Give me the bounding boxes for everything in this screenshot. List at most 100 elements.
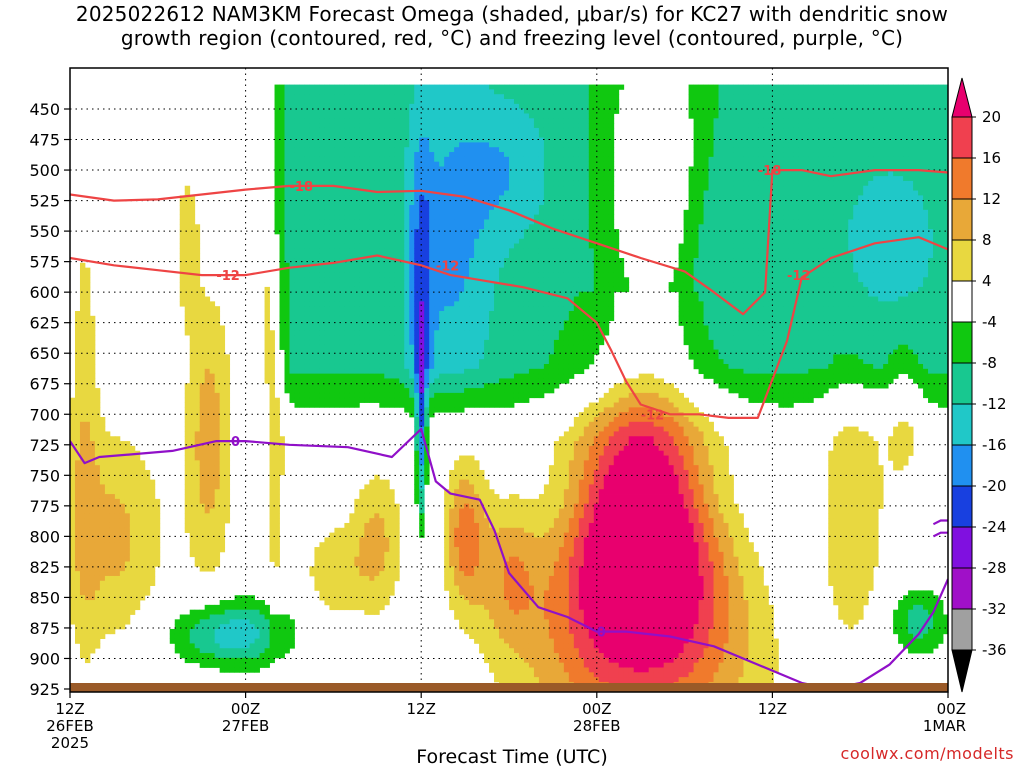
omega-cell [444, 142, 450, 148]
omega-cell [289, 224, 295, 230]
omega-cell [274, 474, 280, 481]
omega-cell [359, 137, 365, 143]
omega-cell [454, 127, 460, 134]
omega-cell [84, 272, 91, 278]
omega-cell [319, 224, 325, 230]
omega-cell [464, 624, 470, 630]
omega-cell [314, 585, 320, 591]
omega-cell [424, 267, 430, 273]
omega-cell [349, 513, 355, 519]
omega-cell [429, 402, 435, 408]
omega-cell [224, 465, 231, 471]
omega-cell [349, 267, 355, 273]
omega-cell [419, 166, 425, 172]
omega-cell [109, 513, 116, 519]
omega-cell [119, 609, 126, 615]
omega-cell [389, 306, 395, 312]
omega-cell [249, 628, 255, 635]
omega-cell [339, 253, 345, 259]
omega-cell [449, 600, 455, 606]
omega-cell [134, 532, 141, 538]
omega-cell [449, 373, 455, 379]
omega-cell [209, 648, 216, 654]
omega-cell [184, 624, 191, 630]
omega-cell [384, 503, 390, 509]
omega-cell [74, 320, 81, 326]
omega-cell [119, 614, 126, 620]
omega-cell [414, 195, 420, 201]
omega-cell [139, 571, 146, 577]
omega-cell [369, 200, 375, 206]
omega-cell [409, 354, 415, 360]
omega-cell [209, 513, 216, 519]
omega-cell [409, 103, 415, 110]
omega-cell [394, 229, 400, 235]
omega-cell [314, 344, 320, 350]
omega-cell [154, 551, 161, 558]
omega-cell [279, 113, 285, 119]
omega-cell [469, 258, 475, 264]
omega-cell [409, 84, 415, 90]
omega-cell [214, 638, 221, 644]
omega-cell [334, 209, 340, 216]
omega-cell [199, 537, 206, 543]
omega-cell [399, 113, 405, 119]
omega-cell [319, 161, 325, 167]
omega-cell [309, 180, 315, 187]
omega-cell [404, 368, 410, 375]
omega-cell [369, 503, 375, 509]
omega-cell [444, 498, 450, 505]
omega-cell [424, 465, 430, 471]
omega-cell [79, 542, 86, 548]
omega-cell [239, 595, 245, 601]
omega-cell [374, 575, 380, 582]
omega-cell [114, 532, 121, 538]
omega-cell [414, 460, 420, 466]
omega-cell [409, 320, 415, 326]
omega-cell [189, 335, 196, 341]
omega-cell [204, 421, 211, 428]
omega-cell [454, 378, 460, 384]
omega-cell [224, 412, 231, 418]
omega-cell [209, 416, 216, 423]
omega-cell [429, 354, 435, 360]
omega-cell [134, 537, 141, 543]
omega-cell [419, 147, 425, 153]
omega-cell [459, 214, 465, 220]
omega-cell [389, 296, 395, 302]
omega-cell [389, 123, 395, 129]
omega-cell [369, 118, 375, 124]
omega-cell [139, 465, 146, 471]
omega-cell [119, 527, 126, 533]
omega-cell [439, 286, 445, 293]
omega-cell [369, 286, 375, 293]
omega-cell [399, 272, 405, 278]
omega-cell [99, 465, 106, 471]
omega-cell [84, 532, 91, 538]
omega-cell [449, 383, 455, 389]
omega-cell [194, 474, 201, 481]
omega-cell [70, 489, 76, 495]
omega-cell [369, 103, 375, 110]
omega-cell [374, 176, 380, 182]
omega-cell [279, 123, 285, 129]
omega-cell [99, 532, 106, 538]
omega-cell [354, 99, 360, 105]
omega-cell [269, 407, 275, 413]
omega-cell [184, 195, 191, 201]
omega-cell [374, 590, 380, 596]
omega-cell [269, 484, 275, 490]
omega-cell [219, 339, 226, 346]
omega-cell [279, 628, 285, 635]
omega-cell [439, 301, 445, 307]
omega-cell [444, 156, 450, 163]
omega-cell [419, 258, 425, 264]
omega-cell [374, 484, 380, 490]
omega-cell [444, 325, 450, 331]
omega-cell [74, 580, 81, 586]
omega-cell [394, 272, 400, 278]
omega-cell [309, 373, 315, 379]
omega-cell [84, 561, 91, 567]
omega-cell [199, 388, 206, 394]
omega-cell [74, 373, 81, 379]
